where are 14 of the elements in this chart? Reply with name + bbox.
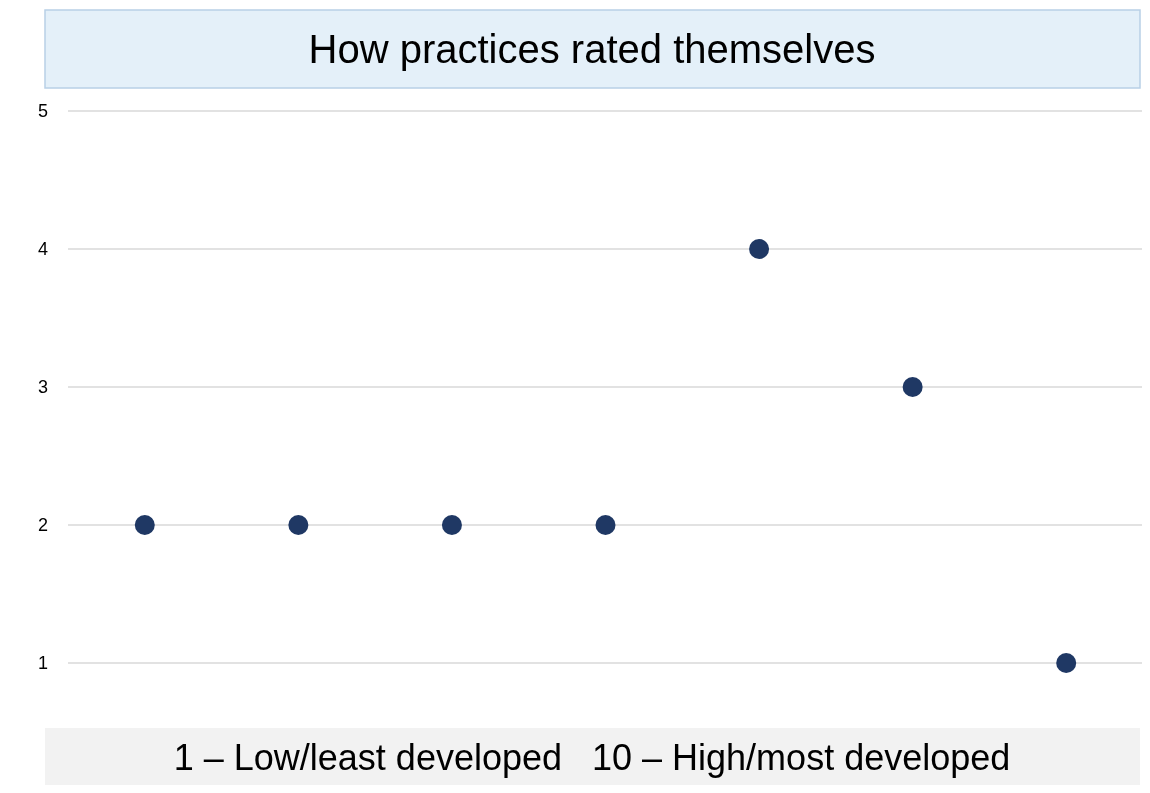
y-tick-label: 1: [37, 653, 49, 673]
point: [441, 515, 462, 535]
y-tick-label: 5: [37, 101, 49, 121]
point: [749, 239, 770, 259]
x-axis-title: 1 – Low/least developed 10 – High/most developed: [173, 737, 1011, 778]
y-tick-label: 4: [37, 239, 49, 259]
chart-title: How practices rated themselves: [308, 27, 876, 71]
y-tick-label: 2: [37, 515, 49, 535]
y-tick-label: 3: [37, 377, 49, 397]
point: [288, 515, 309, 535]
point: [595, 515, 616, 535]
point: [134, 515, 155, 535]
point: [902, 377, 923, 397]
point: [1056, 653, 1077, 673]
